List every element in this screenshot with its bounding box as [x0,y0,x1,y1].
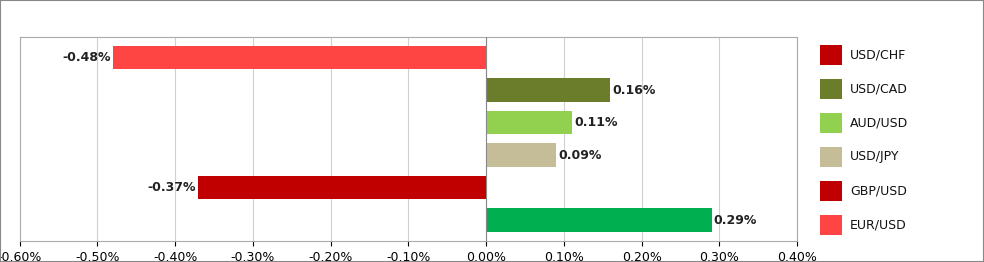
Bar [820,113,842,133]
Bar [820,147,842,167]
Bar [820,79,842,99]
Bar [199,176,486,199]
Text: GBP/USD: GBP/USD [850,184,907,198]
Bar [486,208,711,232]
Text: USD/JPY: USD/JPY [850,150,899,163]
Text: USD/CAD: USD/CAD [850,82,908,95]
Text: USD/CHF: USD/CHF [850,48,906,61]
Text: Benchmark Currency Rates - Daily Gainers & Losers: Benchmark Currency Rates - Daily Gainers… [230,7,754,25]
Bar [820,215,842,235]
Text: 0.09%: 0.09% [558,149,602,162]
Bar [486,111,572,134]
Text: 0.16%: 0.16% [613,84,656,97]
Text: -0.37%: -0.37% [148,181,196,194]
Bar [820,45,842,65]
Text: 0.11%: 0.11% [574,116,617,129]
Bar [486,143,556,167]
Bar [113,46,486,69]
Bar [820,181,842,201]
Text: 0.29%: 0.29% [713,214,758,227]
Text: EUR/USD: EUR/USD [850,219,907,232]
Bar [486,78,610,102]
Text: -0.48%: -0.48% [62,51,110,64]
Text: AUD/USD: AUD/USD [850,116,908,129]
